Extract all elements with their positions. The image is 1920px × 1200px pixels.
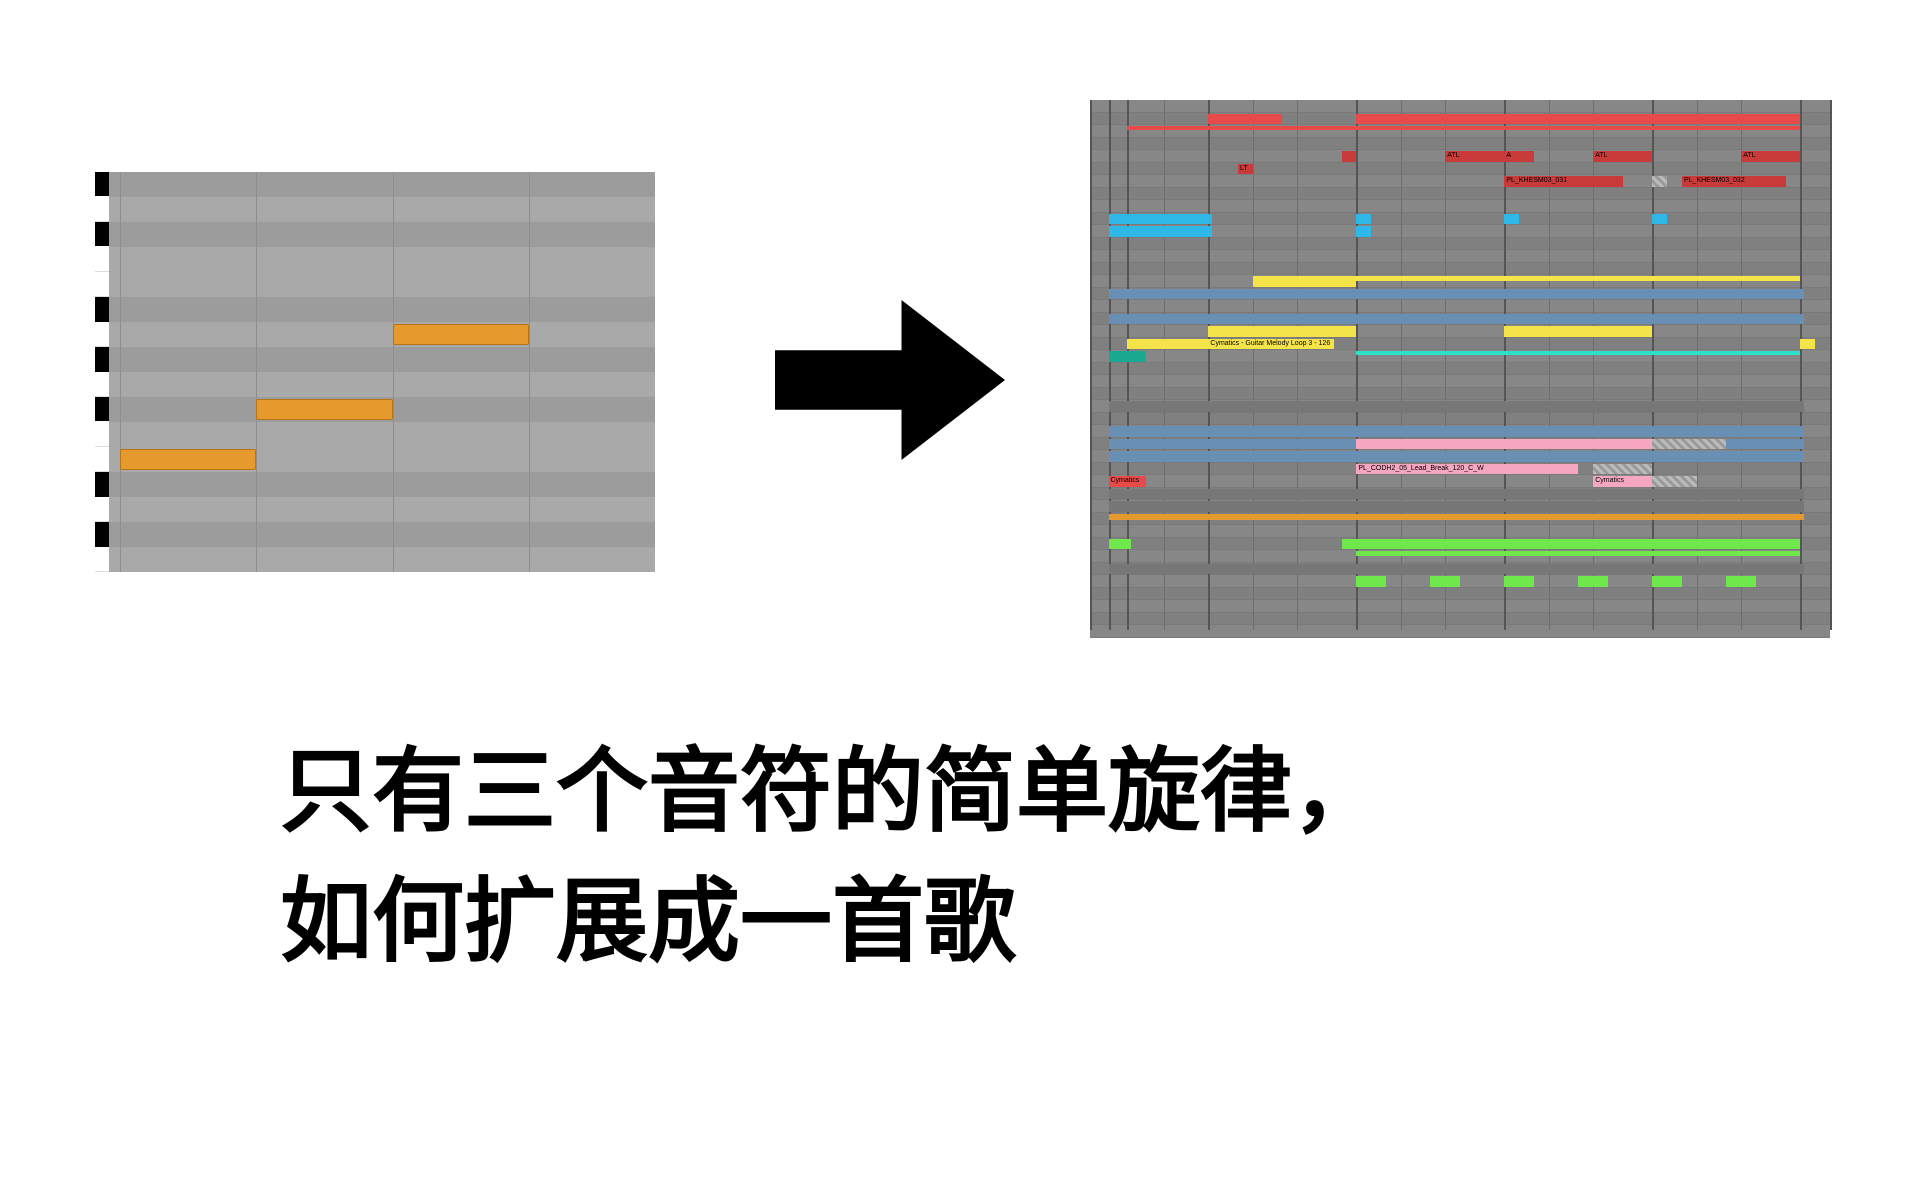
audio-clip: A [1504,151,1534,162]
audio-clip [1109,451,1805,462]
piano-roll-panel [95,172,655,572]
midi-note [120,449,257,470]
audio-clip [1356,351,1800,355]
audio-clip [1356,576,1386,587]
audio-clip [1652,439,1726,450]
audio-clip [1127,339,1208,350]
piano-key [95,522,109,546]
audio-clip [1127,126,1356,130]
audio-clip [1504,576,1534,587]
piano-keyboard [95,172,109,572]
audio-clip [1109,351,1146,362]
audio-clip [1109,226,1213,237]
audio-clip: ATL [1593,151,1652,162]
audio-clip [1356,439,1504,450]
audio-clip [1253,276,1357,287]
audio-clip [1109,501,1805,512]
piano-key [95,222,109,246]
audio-clip [1726,576,1756,587]
piano-key [95,372,109,397]
audio-clip [1430,576,1460,587]
audio-clip: Cymatics - Guitar Melody Loop 3 - 126 [1208,339,1334,350]
audio-clip [1652,539,1800,550]
piano-key [95,497,109,522]
audio-clip [1109,514,1805,520]
audio-clip [1109,489,1805,500]
audio-clip [1652,126,1800,130]
audio-clip [1652,476,1696,487]
audio-clip: Cymatics [1109,476,1146,487]
piano-key [95,472,109,496]
audio-clip [1652,214,1667,225]
audio-clip [1356,539,1504,550]
audio-clip [1109,214,1213,225]
audio-clip: PL_KHESM03_032 [1682,176,1786,187]
audio-clip: ATL [1741,151,1800,162]
audio-clip [1342,151,1357,162]
audio-clip [1800,339,1815,350]
midi-note [256,399,393,420]
audio-clip: Cymatics [1593,476,1652,487]
arrow-icon [775,300,1005,460]
audio-clip [1208,114,1282,125]
audio-clip [1652,114,1800,125]
piano-key [95,397,109,421]
piano-key [95,272,109,297]
audio-clip [1356,126,1504,130]
audio-clip: LT [1238,164,1253,175]
audio-clip [1109,401,1805,412]
audio-clip [1652,576,1682,587]
audio-clip [1504,214,1519,225]
piano-key [95,447,109,472]
audio-clip [1652,176,1667,187]
audio-clip [1578,576,1608,587]
audio-clip: PL_KHESM03_031 [1504,176,1622,187]
piano-key [95,347,109,371]
piano-key [95,246,109,271]
audio-clip [1109,289,1805,300]
audio-clip [1356,226,1371,237]
audio-clip: ATL [1445,151,1504,162]
audio-clip [1342,539,1357,550]
audio-clip [1504,114,1652,125]
caption-line-2: 如何扩展成一首歌 [280,870,1016,976]
audio-clip [1109,426,1805,437]
audio-clip [1504,539,1652,550]
audio-clip [1356,276,1800,281]
piano-key [95,421,109,446]
piano-roll-grid [109,172,655,572]
piano-key [95,547,109,572]
audio-clip [1504,439,1652,450]
piano-key [95,196,109,221]
audio-clip [1504,126,1652,130]
audio-clip: PL_CODH2_05_Lead_Break_120_C_W [1356,464,1578,475]
audio-clip [1208,326,1356,337]
piano-key [95,322,109,347]
caption-line-1: 只有三个音符的简单旋律， [280,740,1384,846]
audio-clip [1356,114,1504,125]
audio-clip [1109,539,1131,550]
piano-key [95,297,109,321]
audio-clip [1356,551,1800,556]
midi-note [393,324,530,345]
daw-arrangement-view: ATLAATLATLLTPL_KHESM03_031PL_KHESM03_032… [1090,100,1830,630]
audio-clip [1593,464,1652,475]
piano-key [95,172,109,196]
audio-clip [1504,326,1652,337]
audio-clip [1109,564,1805,575]
audio-clip [1356,214,1371,225]
audio-clip [1109,314,1805,325]
